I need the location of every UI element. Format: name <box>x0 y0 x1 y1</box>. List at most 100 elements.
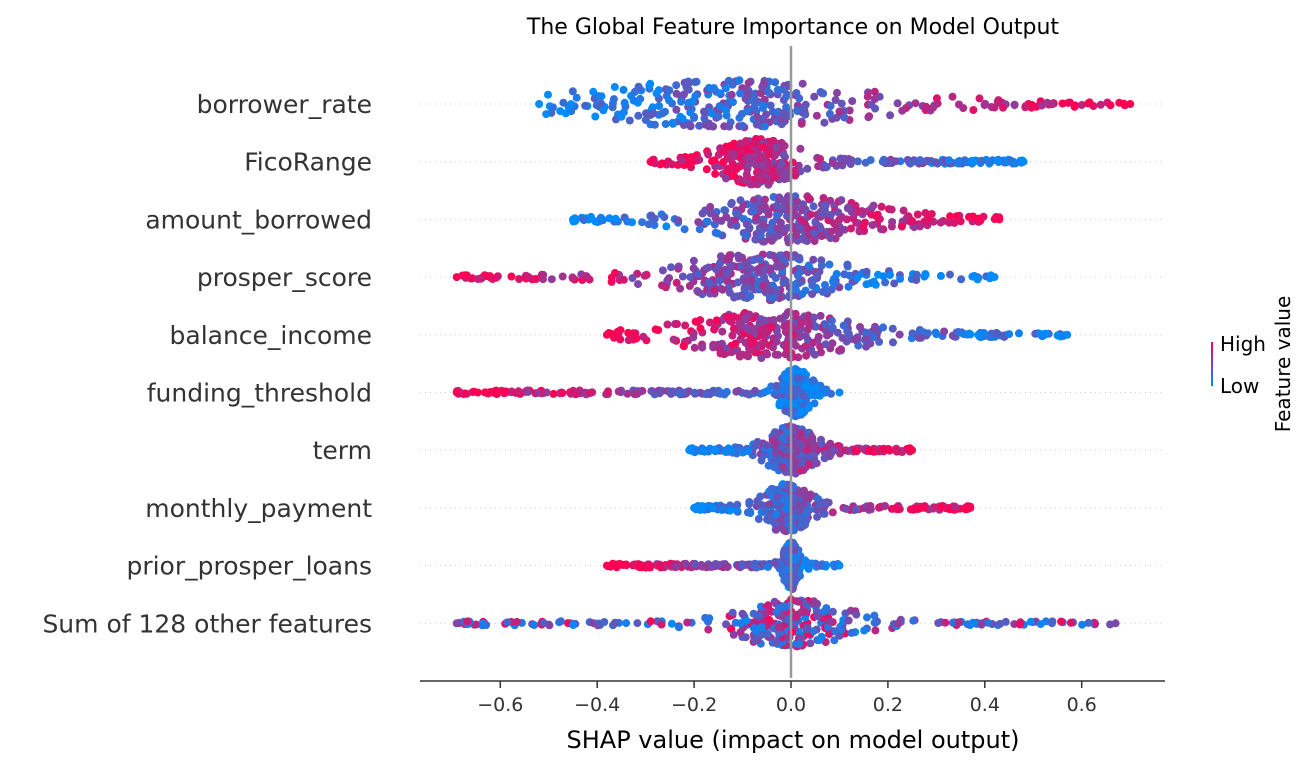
data-point <box>739 610 748 619</box>
data-point <box>977 620 986 629</box>
data-point <box>761 195 769 204</box>
feature-label: Sum of 128 other features <box>42 609 372 638</box>
data-point <box>796 466 805 475</box>
feature-row-points <box>452 250 999 305</box>
data-point <box>1015 620 1024 629</box>
data-point <box>771 428 780 437</box>
data-point <box>1026 617 1035 626</box>
data-point <box>859 223 868 232</box>
data-point <box>762 349 771 358</box>
data-point <box>821 340 830 349</box>
data-point <box>704 625 713 634</box>
data-point <box>749 618 758 627</box>
data-point <box>652 89 661 98</box>
data-point <box>724 283 733 292</box>
data-point <box>814 561 823 570</box>
data-point <box>862 280 871 289</box>
data-point <box>815 636 824 645</box>
data-point <box>796 513 805 522</box>
data-point <box>758 161 767 170</box>
data-point <box>503 618 512 627</box>
data-point <box>782 557 791 566</box>
data-point <box>539 618 548 627</box>
data-point <box>641 116 650 124</box>
data-point <box>625 116 634 125</box>
data-point <box>886 111 895 120</box>
data-point <box>974 214 983 223</box>
data-point <box>975 94 984 103</box>
data-point <box>674 623 683 632</box>
data-point <box>779 279 788 288</box>
data-point <box>864 339 873 348</box>
data-point <box>656 563 665 572</box>
data-point <box>514 387 523 396</box>
data-point <box>683 618 692 627</box>
data-point <box>706 202 715 211</box>
data-point <box>649 109 658 118</box>
data-point <box>805 321 814 330</box>
data-point <box>500 387 509 396</box>
data-point <box>611 269 619 277</box>
data-point <box>749 256 757 265</box>
data-point <box>655 389 664 398</box>
data-point <box>869 201 878 210</box>
data-point <box>844 203 853 212</box>
data-point <box>755 155 764 164</box>
data-point <box>912 276 921 284</box>
data-point <box>915 333 924 342</box>
data-point <box>803 268 812 277</box>
data-point <box>837 99 846 108</box>
data-point <box>817 232 826 241</box>
data-point <box>561 109 570 118</box>
data-point <box>743 107 752 116</box>
data-point <box>828 323 837 332</box>
data-point <box>763 562 772 571</box>
data-point <box>718 327 727 336</box>
data-point <box>981 99 990 108</box>
data-point <box>871 322 879 331</box>
data-point <box>800 218 809 227</box>
data-point <box>1096 100 1105 109</box>
data-point <box>765 500 774 509</box>
data-point <box>715 102 724 111</box>
data-point <box>715 276 724 285</box>
data-point <box>778 433 787 442</box>
data-point <box>776 314 785 323</box>
data-point <box>716 89 725 98</box>
data-point <box>877 225 886 234</box>
data-point <box>801 331 810 340</box>
data-point <box>727 446 736 455</box>
data-point <box>825 260 834 269</box>
data-point <box>575 386 584 395</box>
data-point <box>892 503 901 512</box>
data-point <box>775 193 784 202</box>
data-point <box>559 98 568 107</box>
data-point <box>768 218 777 227</box>
x-tick-label: −0.6 <box>477 694 523 716</box>
data-point <box>478 621 487 630</box>
data-point <box>792 231 800 240</box>
data-point <box>908 446 917 455</box>
data-point <box>758 219 767 228</box>
data-point <box>1085 98 1094 107</box>
data-point <box>694 218 703 227</box>
data-point <box>1084 618 1093 627</box>
data-point <box>657 620 666 629</box>
data-point <box>1048 617 1057 626</box>
data-point <box>828 607 837 616</box>
data-point <box>995 215 1004 224</box>
data-point <box>594 92 603 101</box>
data-point <box>899 206 908 215</box>
data-point <box>931 158 940 167</box>
data-point <box>667 263 675 272</box>
data-point <box>927 210 936 218</box>
data-point <box>711 169 720 178</box>
data-point <box>797 119 806 128</box>
data-point <box>753 113 762 122</box>
data-point <box>747 275 756 284</box>
data-point <box>779 109 788 118</box>
data-point <box>736 196 745 205</box>
data-point <box>811 322 820 331</box>
data-point <box>831 96 840 104</box>
data-point <box>827 227 836 236</box>
